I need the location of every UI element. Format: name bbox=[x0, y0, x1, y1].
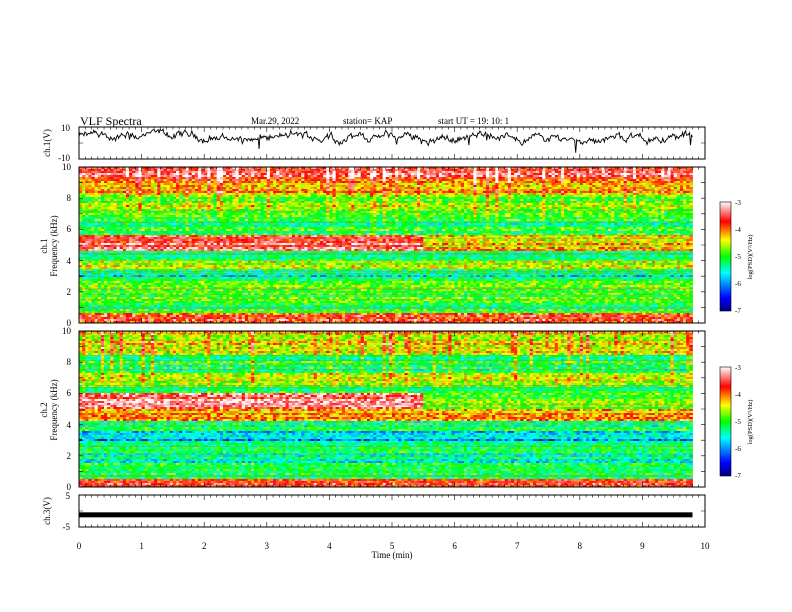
vlf-figure: 10 -10 ch.1(V) 0 2 4 6 8 10 ch.1 Frequen… bbox=[0, 0, 792, 612]
ch2-colorbar-label: log(PSD)(V²/Hz) bbox=[747, 400, 754, 445]
time-axis: 0 1 2 3 4 5 6 7 8 9 10 Time (min) bbox=[77, 541, 710, 560]
ch1-cbar-tick-m4: -4 bbox=[735, 226, 741, 234]
ch2-spectrogram-image bbox=[79, 331, 693, 487]
ch1-cbar-tick-m3: -3 bbox=[735, 199, 741, 207]
ch2-spec-ylabel-channel: ch.2 bbox=[39, 402, 49, 417]
time-tick-2: 2 bbox=[202, 541, 207, 551]
ch2-spec-ylabel-frequency: Frequency (kHz) bbox=[49, 379, 59, 440]
ch1-spectrogram-panel: 0 2 4 6 8 10 ch.1 Frequency (kHz) bbox=[39, 162, 705, 328]
ch1-cbar-tick-m5: -5 bbox=[735, 253, 741, 261]
ch2-spec-ytick-4: 4 bbox=[67, 420, 72, 430]
ch1-spec-ytick-2: 2 bbox=[67, 287, 72, 297]
time-tick-0: 0 bbox=[77, 541, 82, 551]
ch1ticks-marks bbox=[79, 127, 705, 159]
ch1-colorbar-label: log(PSD)(V²/Hz) bbox=[747, 235, 754, 280]
time-tick-1: 1 bbox=[139, 541, 144, 551]
ch3ticks-marks bbox=[79, 495, 705, 527]
time-tick-6: 6 bbox=[452, 541, 457, 551]
ch2-cbar-tick-m4: -4 bbox=[735, 391, 741, 399]
ch2-spectrogram-panel: 0 2 4 6 8 10 ch.2 Frequency (kHz) bbox=[39, 326, 705, 492]
ch1-cbar-tick-m6: -6 bbox=[735, 280, 741, 288]
ch1-waveform-panel: 10 -10 ch.1(V) bbox=[42, 123, 705, 163]
time-tick-9: 9 bbox=[640, 541, 645, 551]
ch3-waveform-line bbox=[79, 512, 692, 517]
time-axis-label: Time (min) bbox=[372, 550, 413, 560]
ch1-spec-ylabel-channel: ch.1 bbox=[39, 238, 49, 253]
ch1-waveform-line bbox=[79, 129, 693, 153]
ch3-waveform-panel: 5 -5 ch.3(V) bbox=[42, 491, 705, 532]
time-tick-10: 10 bbox=[701, 541, 711, 551]
ch2-cbar-tick-m6: -6 bbox=[735, 445, 741, 453]
ch2-colorbar: -3 -4 -5 -6 -7 log(PSD)(V²/Hz) bbox=[720, 364, 754, 480]
ch1-ytick-top: 10 bbox=[61, 123, 71, 133]
ch1-colorbar: -3 -4 -5 -6 -7 log(PSD)(V²/Hz) bbox=[720, 199, 754, 315]
ch2-colorbar-bar bbox=[720, 367, 731, 476]
ch1-spec-ytick-10: 10 bbox=[62, 162, 72, 172]
ch2-cbar-tick-m7: -7 bbox=[735, 472, 741, 480]
ch2-cbar-tick-m3: -3 bbox=[735, 364, 741, 372]
ch1-cbar-tick-m7: -7 bbox=[735, 307, 741, 315]
ch1-spec-ylabel-frequency: Frequency (kHz) bbox=[49, 215, 59, 276]
ch2-spec-ytick-6: 6 bbox=[67, 388, 72, 398]
time-tick-3: 3 bbox=[265, 541, 270, 551]
time-tick-7: 7 bbox=[515, 541, 520, 551]
ch3-waveform-ylabel: ch.3(V) bbox=[42, 497, 52, 525]
time-tick-4: 4 bbox=[327, 541, 332, 551]
ch2-spec-ytick-8: 8 bbox=[67, 357, 72, 367]
ch1-spectrogram-image bbox=[79, 167, 693, 323]
ch2-cbar-tick-m5: -5 bbox=[735, 418, 741, 426]
ch1-spec-ytick-8: 8 bbox=[67, 193, 72, 203]
ch1-spec-ytick-6: 6 bbox=[67, 224, 72, 234]
ch3-waveform-ticks bbox=[79, 495, 705, 527]
ch1-waveform-ticks bbox=[79, 127, 705, 159]
ch2-spec-ytick-2: 2 bbox=[67, 451, 72, 461]
ch1-waveform-ylabel: ch.1(V) bbox=[42, 129, 52, 157]
ch2-spec-ytick-10: 10 bbox=[62, 326, 72, 336]
ch1-colorbar-bar bbox=[720, 202, 731, 311]
time-tick-8: 8 bbox=[578, 541, 583, 551]
ch3-ytick-top: 5 bbox=[66, 491, 71, 501]
ch3-ytick-bottom: -5 bbox=[63, 522, 71, 532]
ch1-spec-ytick-4: 4 bbox=[67, 256, 72, 266]
